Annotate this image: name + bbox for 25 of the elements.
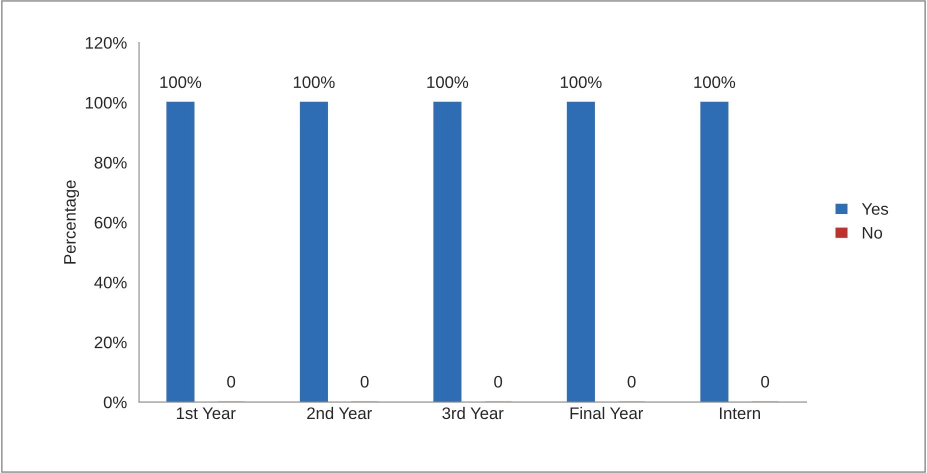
data-label: 0 [494, 376, 502, 388]
y-tick-label: 0% [104, 396, 127, 408]
y-tick-label: 20% [94, 336, 127, 348]
data-label: 100% [294, 76, 335, 88]
data-label: 100% [160, 76, 202, 88]
y-tick-label: 100% [86, 96, 127, 109]
legend-label: No [862, 227, 882, 239]
data-label: 0 [628, 376, 636, 388]
data-label: 100% [427, 76, 468, 88]
x-tick-label: Intern [720, 408, 760, 420]
x-tick-label: 2nd Year [307, 406, 372, 420]
data-label: 0 [360, 376, 369, 388]
data-label: 0 [227, 376, 236, 388]
x-tick-label: 3rd Year [442, 406, 504, 420]
y-tick-label: 80% [94, 156, 127, 169]
legend-label: Yes [862, 203, 888, 215]
data-label: 0 [761, 376, 770, 388]
data-label: 100% [694, 76, 736, 88]
y-tick-label: 60% [94, 216, 127, 229]
x-tick-label: Final Year [570, 406, 644, 420]
data-label: 100% [560, 76, 602, 88]
y-tick-label: 120% [86, 36, 127, 49]
y-axis-title: Percentage [64, 180, 80, 264]
y-tick-label: 40% [94, 276, 127, 288]
x-tick-label: 1st Year [176, 408, 236, 420]
